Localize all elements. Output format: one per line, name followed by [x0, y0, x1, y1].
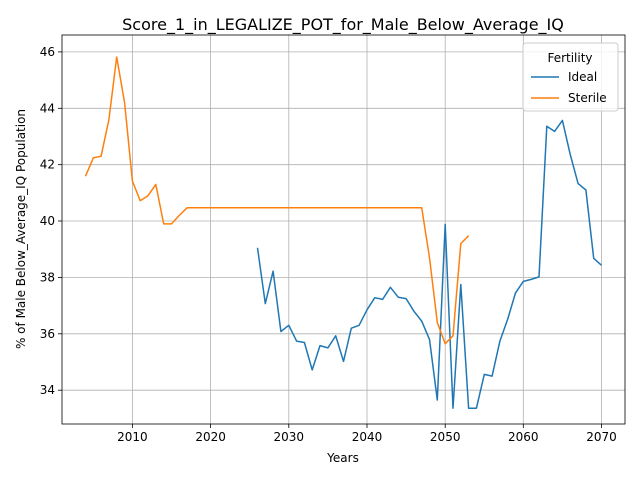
legend-label-sterile: Sterile [568, 91, 607, 105]
x-tick-label: 2010 [117, 430, 148, 444]
y-tick-label: 42 [40, 158, 55, 172]
x-axis-label: Years [326, 451, 359, 465]
x-tick-label: 2030 [274, 430, 305, 444]
x-tick-label: 2050 [430, 430, 461, 444]
y-tick-label: 36 [40, 327, 55, 341]
y-tick-label: 38 [40, 270, 55, 284]
legend: Fertility Ideal Sterile [523, 43, 618, 111]
y-tick-label: 34 [40, 383, 55, 397]
x-tick-label: 2060 [508, 430, 539, 444]
x-tick-label: 2040 [352, 430, 383, 444]
y-axis-label: % of Male Below_Average_IQ Population [14, 109, 28, 349]
y-tick-label: 44 [40, 101, 55, 115]
y-tick-label: 40 [40, 214, 55, 228]
chart-title: Score_1_in_LEGALIZE_POT_for_Male_Below_A… [122, 15, 564, 35]
y-tick-label: 46 [40, 45, 55, 59]
legend-title: Fertility [547, 51, 592, 65]
legend-label-ideal: Ideal [568, 70, 597, 84]
x-tick-label: 2070 [586, 430, 617, 444]
x-tick-label: 2020 [195, 430, 226, 444]
